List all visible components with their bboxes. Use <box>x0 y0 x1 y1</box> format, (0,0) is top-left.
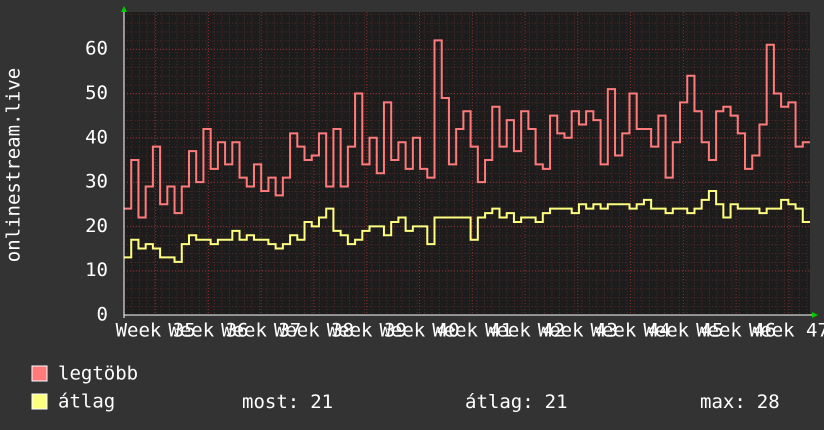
stat: max: 28 <box>700 391 780 413</box>
x-tick-label: Week 41 <box>432 320 512 342</box>
series-line <box>124 39 810 219</box>
x-tick-label: Week 44 <box>591 320 671 342</box>
y-tick-label: 50 <box>85 82 108 104</box>
legend-label: legtöbb <box>58 363 138 385</box>
x-tick-label: Week 40 <box>379 320 459 342</box>
stat-value: 21 <box>310 391 333 413</box>
x-tick-label: Week 35 <box>116 320 196 342</box>
x-tick-label: Week 39 <box>327 320 407 342</box>
x-arrow <box>812 312 818 318</box>
y-arrow <box>121 6 127 12</box>
marks <box>124 12 810 316</box>
x-tick-label: Week 42 <box>485 320 565 342</box>
x-tick-label: Week 43 <box>538 320 618 342</box>
legend-swatch <box>31 365 48 382</box>
minor-grid <box>124 12 810 315</box>
legend-label: átlag <box>58 391 115 413</box>
x-tick-label: Week 45 <box>643 320 723 342</box>
x-tick-label: Week 46 <box>696 320 776 342</box>
stat-label: átlag: <box>465 391 534 413</box>
y-tick-label: 20 <box>85 215 108 237</box>
stat: most: 21 <box>242 391 333 413</box>
legend-swatch <box>31 393 48 410</box>
y-tick-label: 60 <box>85 38 108 60</box>
legend: legtöbb átlag most: 21 átlag: 21 max: 28 <box>31 363 780 413</box>
stat: átlag: 21 <box>465 391 568 413</box>
x-tick-label: Week 37 <box>221 320 301 342</box>
x-tick-label: Week 36 <box>168 320 248 342</box>
stat-label: max: <box>700 391 746 413</box>
x-tick-label: Week 38 <box>274 320 354 342</box>
x-tick-label: Week 47 <box>749 320 824 342</box>
stat-label: most: <box>242 391 299 413</box>
y-tick-label: 40 <box>85 126 108 148</box>
stat-value: 21 <box>545 391 568 413</box>
stat-value: 28 <box>757 391 780 413</box>
y-tick-label: 10 <box>85 259 108 281</box>
y-tick-label: 0 <box>97 304 108 326</box>
series-line <box>124 189 810 263</box>
y-axis-label: onlinestream.live <box>3 68 25 262</box>
y-tick-label: 30 <box>85 171 108 193</box>
